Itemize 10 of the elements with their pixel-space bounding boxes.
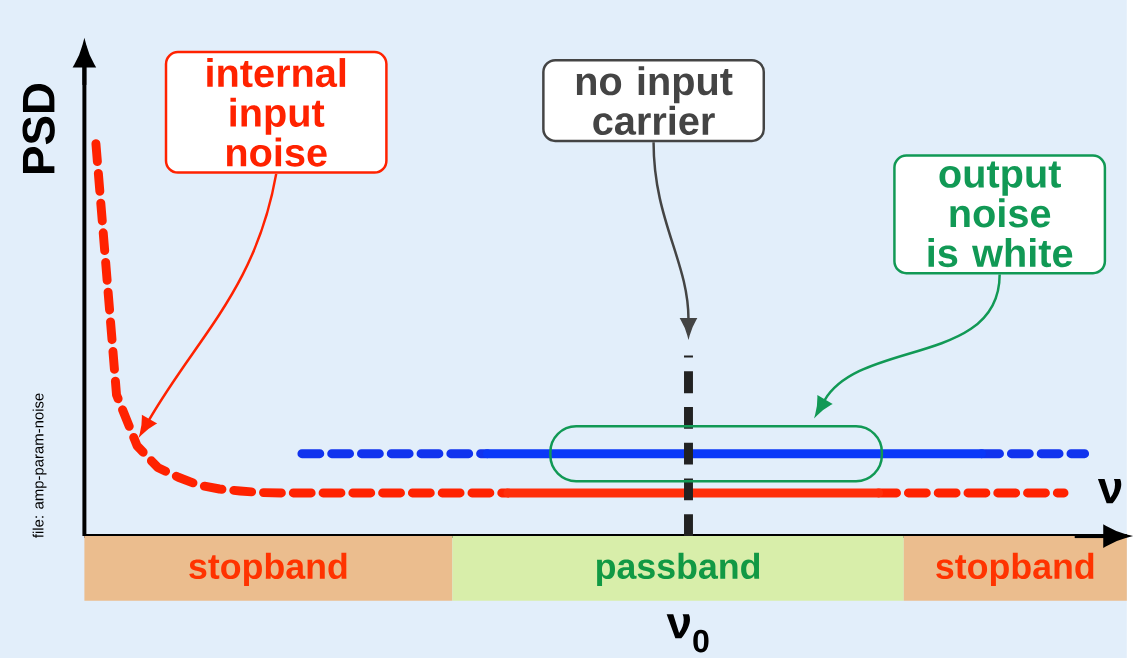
text: file: amp-param-noise [32,393,47,538]
text: stopband [936,552,1094,586]
annotation: internal input noise [207,57,346,167]
x-axis-title: ν [1097,478,1122,504]
text: passband [597,552,760,586]
y-axis-title: PSD [22,83,55,173]
annotation: output noise is white [928,161,1073,268]
text: stopband [189,552,347,586]
text: ν$_{0}$ [666,614,709,653]
text: no input carrier [576,66,733,135]
